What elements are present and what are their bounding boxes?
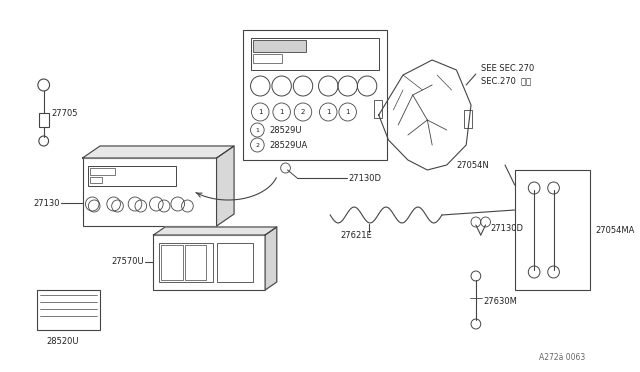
Polygon shape [83,146,234,158]
Text: 27630M: 27630M [484,298,518,307]
Text: 27130: 27130 [34,199,60,208]
Bar [161,245,182,280]
Bar [216,243,253,282]
Bar [184,245,206,280]
Bar [90,177,102,183]
Text: 28520U: 28520U [47,337,79,346]
Text: 27621E: 27621E [340,231,372,240]
Text: 27705: 27705 [51,109,78,118]
Polygon shape [265,227,276,290]
Text: 1: 1 [346,109,350,115]
Text: 1: 1 [280,109,284,115]
Polygon shape [154,227,276,235]
Bar [253,54,282,63]
Text: 28529U: 28529U [269,125,301,135]
Polygon shape [216,146,234,226]
Bar [464,110,472,128]
Bar [37,290,100,330]
Bar [374,100,381,118]
Text: 1: 1 [258,109,262,115]
Text: SEC.270  参図: SEC.270 参図 [481,77,531,86]
Text: 28529UA: 28529UA [269,141,307,150]
Bar [253,40,306,52]
Bar [515,170,591,290]
Text: 2: 2 [301,109,305,115]
Text: 27130D: 27130D [349,173,381,183]
Bar [159,243,212,282]
Bar [83,158,216,226]
Bar [154,235,265,290]
Text: 2: 2 [255,142,259,148]
Text: 1: 1 [326,109,330,115]
Text: A272ä 0063: A272ä 0063 [539,353,585,362]
Text: 27130D: 27130D [490,224,524,232]
Bar [88,166,176,186]
Bar [251,38,379,70]
Text: 27570U: 27570U [111,257,144,266]
Text: 27054MA: 27054MA [595,225,635,234]
Text: 1: 1 [255,128,259,132]
Bar [39,113,49,127]
Bar [243,30,387,160]
Bar [90,168,115,175]
Text: 27054N: 27054N [456,160,489,170]
Text: SEE SEC.270: SEE SEC.270 [481,64,534,73]
